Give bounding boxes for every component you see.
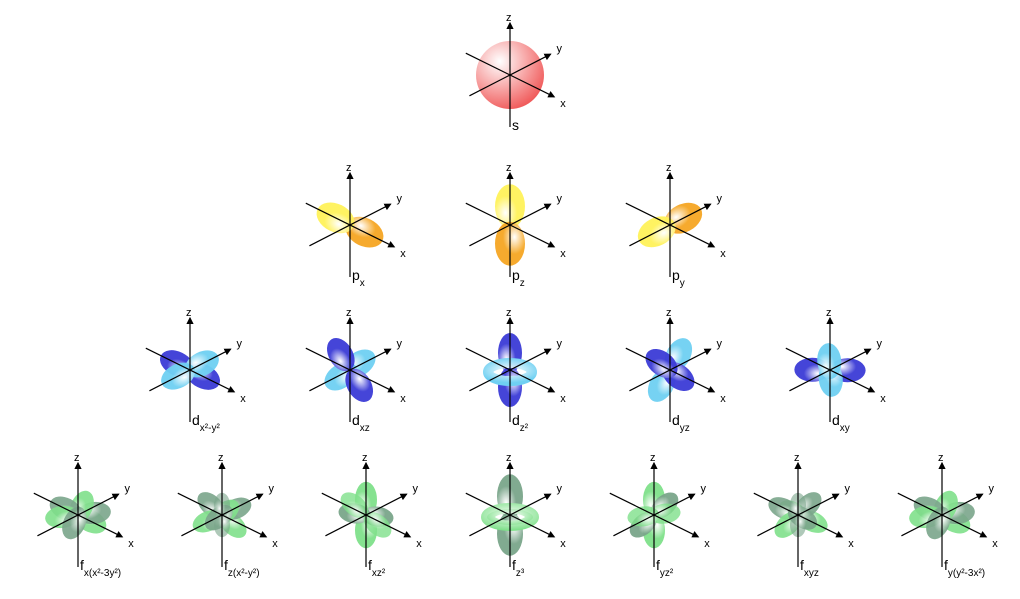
orbital-f6_diag2: x y z fxyz: [728, 445, 868, 585]
axis-label-z: z: [74, 452, 80, 464]
orbital-label-s: s: [512, 117, 519, 133]
orbital-f6_diag: x y z fz(x²-y²): [152, 445, 292, 585]
orbital-d_z2: x y z dz²: [440, 300, 580, 440]
axis-label-y: y: [397, 193, 403, 205]
axis-label-x: x: [880, 393, 886, 405]
orbital-label-d_xz: dxz: [352, 412, 370, 432]
axis-label-y: y: [269, 483, 275, 495]
orbital-label-p_x: px: [352, 267, 365, 287]
orbital-label-f_yz2: fyz²: [656, 557, 673, 577]
orbital-f_xz2: x y z fxz²: [296, 445, 436, 585]
axis-label-z: z: [218, 452, 224, 464]
orbital-f6_axial: x y z fx(x²-3y²): [8, 445, 148, 585]
axis-label-z: z: [506, 162, 512, 174]
orbital-label-f6_axial: fy(y²-3x²): [944, 557, 985, 577]
axis-label-y: y: [557, 483, 563, 495]
orbital-f_yz2: x y z fyz²: [584, 445, 724, 585]
orbital-f6_axial: x y z fy(y²-3x²): [872, 445, 1012, 585]
orbital-f_z3: x y z fz³: [440, 445, 580, 585]
axis-label-x: x: [720, 393, 726, 405]
axis-label-y: y: [237, 338, 243, 350]
orbital-s: x y z s: [440, 5, 580, 145]
axis-label-x: x: [704, 538, 710, 550]
orbital-p_y: x y z py: [600, 155, 740, 295]
orbital-diagram: x y z s x y z px x y z pz x y z py x y z dx²-y² x y z dxz x y z dz²…: [0, 0, 1020, 599]
axis-label-x: x: [992, 538, 998, 550]
axis-label-y: y: [877, 338, 883, 350]
orbital-label-f_z3: fz³: [512, 557, 524, 577]
axis-label-x: x: [560, 98, 566, 110]
orbital-label-d_x2y2: dx²-y²: [192, 412, 220, 432]
axis-label-z: z: [938, 452, 944, 464]
axis-label-x: x: [560, 393, 566, 405]
orbital-label-f6_axial: fx(x²-3y²): [80, 557, 121, 577]
axis-label-y: y: [845, 483, 851, 495]
axis-label-z: z: [666, 162, 672, 174]
axis-label-x: x: [128, 538, 134, 550]
axis-label-z: z: [666, 307, 672, 319]
axis-label-y: y: [397, 338, 403, 350]
axis-label-y: y: [989, 483, 995, 495]
axis-label-x: x: [400, 248, 406, 260]
axis-label-x: x: [272, 538, 278, 550]
axis-label-y: y: [717, 338, 723, 350]
axis-label-y: y: [557, 193, 563, 205]
orbital-label-d_xy: dxy: [832, 412, 850, 432]
axis-label-y: y: [125, 483, 131, 495]
axis-label-y: y: [557, 43, 563, 55]
axis-label-z: z: [650, 452, 656, 464]
axis-label-x: x: [400, 393, 406, 405]
axis-label-z: z: [506, 307, 512, 319]
axis-label-z: z: [506, 12, 512, 24]
axis-label-x: x: [560, 538, 566, 550]
axis-label-y: y: [557, 338, 563, 350]
orbital-p_z: x y z pz: [440, 155, 580, 295]
axis-label-z: z: [346, 162, 352, 174]
axis-label-y: y: [717, 193, 723, 205]
axis-label-y: y: [701, 483, 707, 495]
axis-label-x: x: [720, 248, 726, 260]
axis-label-x: x: [560, 248, 566, 260]
axis-label-x: x: [848, 538, 854, 550]
orbital-d_yz: x y z dyz: [600, 300, 740, 440]
orbital-d_x2y2: x y z dx²-y²: [120, 300, 260, 440]
axis-label-z: z: [506, 452, 512, 464]
orbital-d_xz: x y z dxz: [280, 300, 420, 440]
orbital-label-d_z2: dz²: [512, 412, 528, 432]
axis-label-z: z: [346, 307, 352, 319]
orbital-d_xy: x y z dxy: [760, 300, 900, 440]
orbital-label-p_z: pz: [512, 267, 525, 287]
axis-label-x: x: [240, 393, 246, 405]
axis-label-z: z: [186, 307, 192, 319]
orbital-label-f6_diag: fz(x²-y²): [224, 557, 260, 577]
orbital-label-d_yz: dyz: [672, 412, 690, 432]
orbital-label-f6_diag2: fxyz: [800, 557, 819, 577]
orbital-p_x: x y z px: [280, 155, 420, 295]
orbital-label-f_xz2: fxz²: [368, 557, 385, 577]
axis-label-y: y: [413, 483, 419, 495]
axis-label-z: z: [826, 307, 832, 319]
axis-label-x: x: [416, 538, 422, 550]
orbital-label-p_y: py: [672, 267, 685, 287]
axis-label-z: z: [794, 452, 800, 464]
axis-label-z: z: [362, 452, 368, 464]
